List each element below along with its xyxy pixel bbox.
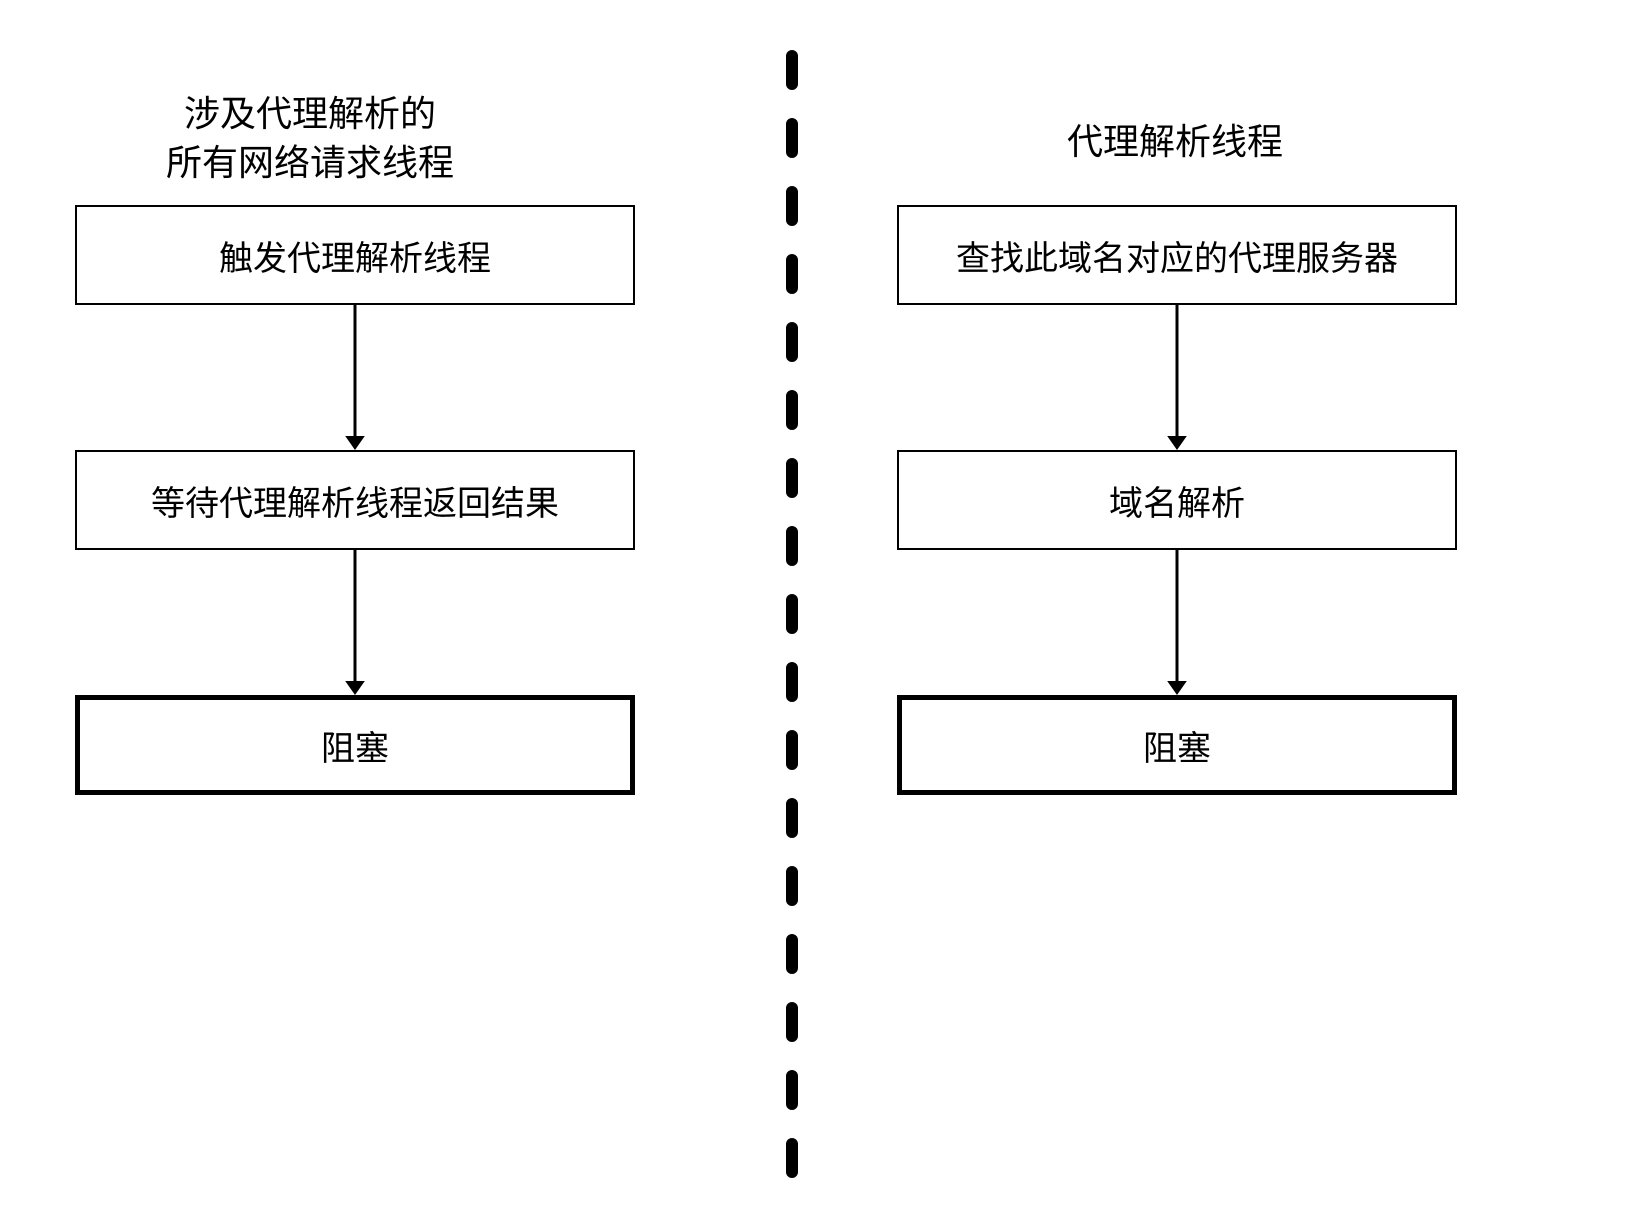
flowchart-canvas: 涉及代理解析的 所有网络请求线程触发代理解析线程等待代理解析线程返回结果阻塞代理… bbox=[0, 0, 1632, 1227]
flow-node: 阻塞 bbox=[897, 695, 1457, 795]
flow-arrow bbox=[1159, 550, 1195, 695]
flow-node-label: 域名解析 bbox=[1109, 476, 1245, 525]
column-divider bbox=[786, 50, 798, 1190]
flow-node: 阻塞 bbox=[75, 695, 635, 795]
flow-node-label: 等待代理解析线程返回结果 bbox=[151, 476, 559, 525]
flow-node: 查找此域名对应的代理服务器 bbox=[897, 205, 1457, 305]
flow-node-label: 阻塞 bbox=[321, 721, 389, 770]
flow-arrow bbox=[1159, 305, 1195, 450]
flow-node: 触发代理解析线程 bbox=[75, 205, 635, 305]
flow-node: 等待代理解析线程返回结果 bbox=[75, 450, 635, 550]
flow-node-label: 阻塞 bbox=[1143, 721, 1211, 770]
column-title: 代理解析线程 bbox=[965, 118, 1385, 167]
flow-node-label: 查找此域名对应的代理服务器 bbox=[956, 231, 1398, 280]
flow-arrow bbox=[337, 305, 373, 450]
column-title: 涉及代理解析的 所有网络请求线程 bbox=[100, 90, 520, 187]
flow-node: 域名解析 bbox=[897, 450, 1457, 550]
flow-node-label: 触发代理解析线程 bbox=[219, 231, 491, 280]
flow-arrow bbox=[337, 550, 373, 695]
